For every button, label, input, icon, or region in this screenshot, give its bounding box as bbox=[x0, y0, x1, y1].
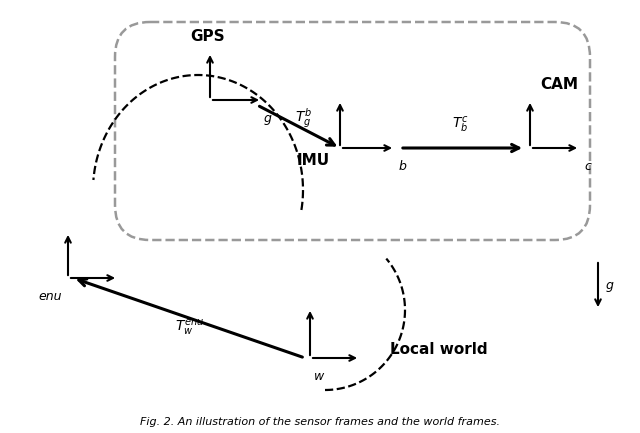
Text: GPS: GPS bbox=[191, 29, 225, 44]
Text: w: w bbox=[314, 370, 324, 383]
Text: $T_g^b$: $T_g^b$ bbox=[295, 106, 312, 130]
Text: g: g bbox=[606, 278, 614, 291]
Text: Fig. 2. An illustration of the sensor frames and the world frames.: Fig. 2. An illustration of the sensor fr… bbox=[140, 417, 500, 427]
Text: Local world: Local world bbox=[390, 343, 488, 358]
Text: b: b bbox=[399, 160, 407, 173]
Text: $T_b^c$: $T_b^c$ bbox=[452, 115, 468, 135]
Text: IMU: IMU bbox=[297, 153, 330, 168]
Text: $T_w^{enu}$: $T_w^{enu}$ bbox=[175, 318, 205, 338]
Text: g: g bbox=[264, 112, 272, 125]
Text: c: c bbox=[584, 160, 591, 173]
Text: CAM: CAM bbox=[540, 77, 578, 92]
Text: enu: enu bbox=[38, 290, 62, 303]
